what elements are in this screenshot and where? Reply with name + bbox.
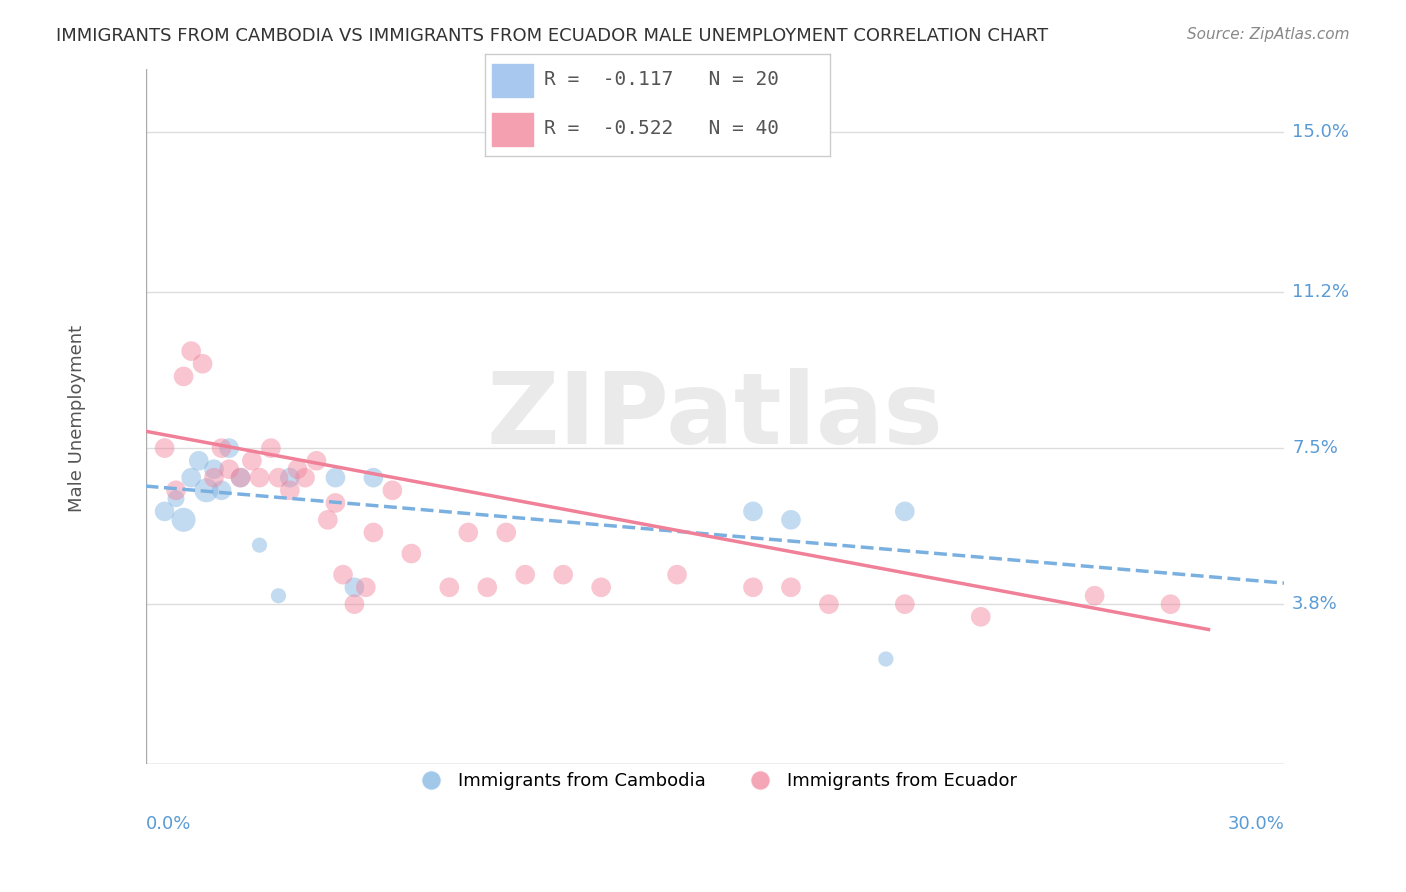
Point bbox=[343, 597, 366, 611]
Point bbox=[249, 470, 271, 484]
Point bbox=[202, 470, 225, 484]
Point bbox=[875, 652, 897, 666]
Point bbox=[1084, 589, 1107, 603]
Text: 7.5%: 7.5% bbox=[1292, 439, 1339, 457]
Text: 15.0%: 15.0% bbox=[1292, 123, 1348, 141]
Text: ZIPatlas: ZIPatlas bbox=[486, 368, 943, 465]
Point bbox=[305, 454, 328, 468]
Point bbox=[202, 462, 225, 476]
Point bbox=[165, 483, 187, 498]
Text: R =  -0.522   N = 40: R = -0.522 N = 40 bbox=[544, 119, 779, 138]
Point bbox=[780, 513, 803, 527]
Point bbox=[229, 470, 252, 484]
Point bbox=[240, 454, 263, 468]
Point bbox=[970, 610, 993, 624]
Point bbox=[343, 580, 366, 594]
Point bbox=[211, 441, 233, 455]
Point bbox=[287, 462, 309, 476]
Point bbox=[180, 344, 202, 359]
Point bbox=[1160, 597, 1182, 611]
Point bbox=[153, 504, 176, 518]
Point bbox=[260, 441, 283, 455]
Text: Male Unemployment: Male Unemployment bbox=[69, 325, 86, 512]
Point bbox=[191, 357, 214, 371]
Point bbox=[316, 513, 339, 527]
Point bbox=[363, 470, 385, 484]
Point bbox=[267, 589, 290, 603]
Text: 11.2%: 11.2% bbox=[1292, 283, 1350, 301]
Point bbox=[591, 580, 613, 594]
Point bbox=[818, 597, 841, 611]
Point bbox=[894, 597, 917, 611]
Legend: Immigrants from Cambodia, Immigrants from Ecuador: Immigrants from Cambodia, Immigrants fro… bbox=[406, 764, 1025, 797]
Point bbox=[249, 538, 271, 552]
Point bbox=[457, 525, 479, 540]
Point bbox=[477, 580, 499, 594]
Text: IMMIGRANTS FROM CAMBODIA VS IMMIGRANTS FROM ECUADOR MALE UNEMPLOYMENT CORRELATIO: IMMIGRANTS FROM CAMBODIA VS IMMIGRANTS F… bbox=[56, 27, 1049, 45]
Point bbox=[742, 504, 765, 518]
Point bbox=[515, 567, 537, 582]
Point bbox=[173, 369, 195, 384]
Text: 30.0%: 30.0% bbox=[1227, 815, 1285, 833]
Point bbox=[325, 496, 347, 510]
Point bbox=[354, 580, 377, 594]
Point bbox=[211, 483, 233, 498]
Point bbox=[187, 454, 209, 468]
Point bbox=[363, 525, 385, 540]
Text: R =  -0.117   N = 20: R = -0.117 N = 20 bbox=[544, 70, 779, 88]
Point bbox=[495, 525, 517, 540]
Point bbox=[267, 470, 290, 484]
Bar bbox=[492, 64, 533, 96]
Text: 0.0%: 0.0% bbox=[146, 815, 191, 833]
Point bbox=[195, 483, 218, 498]
Point bbox=[325, 470, 347, 484]
Point bbox=[381, 483, 404, 498]
Point bbox=[180, 470, 202, 484]
Bar bbox=[492, 113, 533, 145]
Point bbox=[894, 504, 917, 518]
Point bbox=[666, 567, 689, 582]
Point bbox=[165, 491, 187, 506]
Point bbox=[401, 547, 423, 561]
Point bbox=[278, 483, 301, 498]
Point bbox=[278, 470, 301, 484]
Point bbox=[218, 462, 240, 476]
Point bbox=[780, 580, 803, 594]
Text: 3.8%: 3.8% bbox=[1292, 595, 1337, 613]
Point bbox=[553, 567, 575, 582]
Point bbox=[332, 567, 354, 582]
Point bbox=[439, 580, 461, 594]
Point bbox=[294, 470, 316, 484]
Point bbox=[218, 441, 240, 455]
Point bbox=[173, 513, 195, 527]
Point bbox=[153, 441, 176, 455]
Point bbox=[229, 470, 252, 484]
Text: Source: ZipAtlas.com: Source: ZipAtlas.com bbox=[1187, 27, 1350, 42]
Point bbox=[742, 580, 765, 594]
